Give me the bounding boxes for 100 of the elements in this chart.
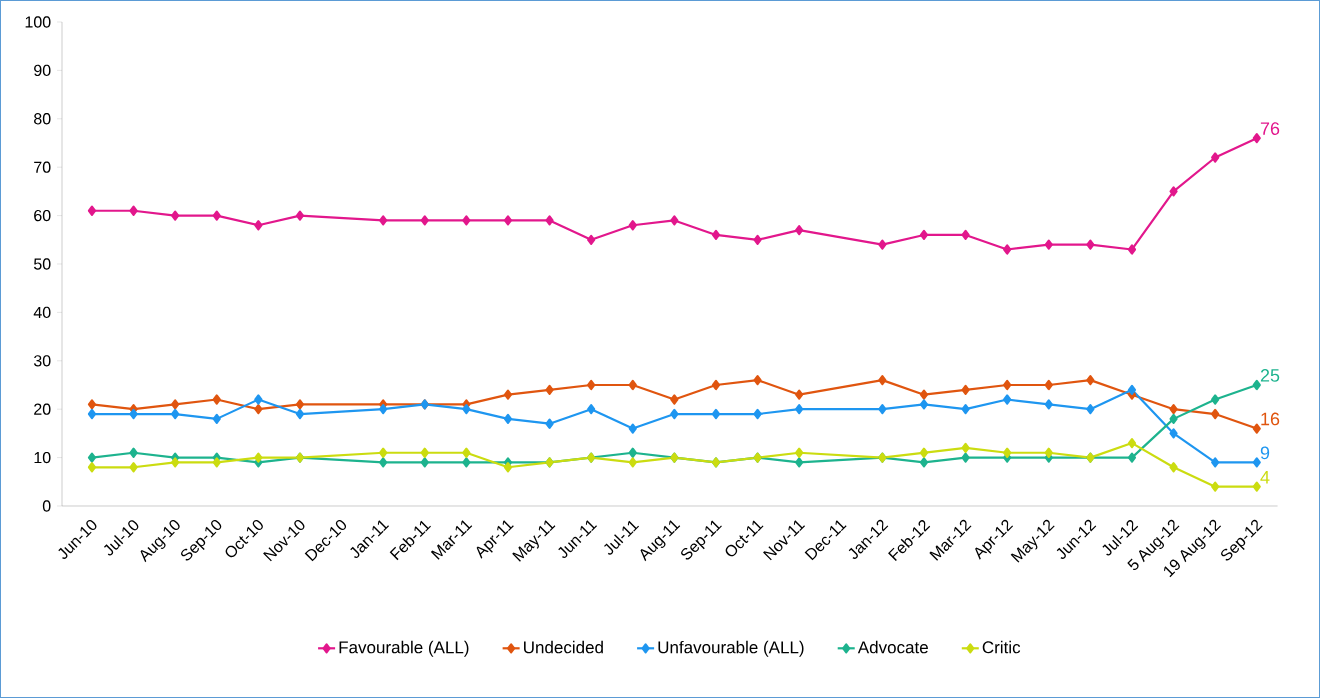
point [129, 205, 138, 216]
point [795, 404, 804, 415]
y-tick-label: 70 [34, 161, 51, 173]
point [212, 413, 221, 424]
point [87, 462, 97, 473]
point [1127, 452, 1137, 463]
point [1252, 379, 1261, 391]
legend-label: Unfavourable (ALL) [658, 640, 804, 657]
point [919, 457, 929, 468]
point [1252, 133, 1261, 144]
legend-label: Undecided [524, 640, 603, 654]
point [1086, 404, 1095, 415]
point [961, 442, 970, 454]
point [171, 399, 180, 410]
y-tick-label: 50 [33, 258, 51, 270]
point [1211, 152, 1220, 163]
point [1252, 423, 1261, 434]
y-tick-label: 60 [34, 209, 51, 222]
point [87, 408, 97, 420]
point [379, 215, 388, 226]
point [379, 447, 388, 458]
point [795, 447, 804, 458]
point [711, 408, 721, 420]
y-tick-label: 100 [25, 16, 51, 28]
point [545, 384, 554, 395]
point [753, 234, 762, 245]
point [878, 404, 887, 415]
point [1252, 481, 1261, 492]
point [1252, 457, 1261, 468]
point [1127, 437, 1137, 449]
point [212, 210, 221, 221]
point [795, 225, 804, 236]
point [171, 408, 180, 420]
point [420, 457, 429, 468]
point [379, 404, 388, 415]
point [670, 394, 679, 405]
point [295, 399, 305, 410]
point [919, 389, 929, 400]
point [753, 408, 762, 420]
point [1211, 408, 1220, 420]
legend-label: Favourable (ALL) [339, 640, 469, 657]
point [919, 399, 929, 410]
point [503, 389, 513, 400]
y-tick-label: 0 [42, 500, 51, 512]
point [545, 215, 554, 226]
point [1169, 462, 1178, 473]
y-tick-label: 40 [33, 306, 51, 319]
data-label: 16 [1261, 412, 1280, 426]
point [919, 229, 929, 241]
point [711, 229, 721, 241]
point [628, 423, 637, 434]
point [795, 389, 804, 400]
y-tick-label: 30 [33, 355, 51, 367]
point [1044, 399, 1053, 410]
point [628, 457, 637, 468]
point [1003, 379, 1012, 391]
point [587, 379, 596, 391]
point [1086, 375, 1095, 386]
point [254, 394, 263, 405]
point [1127, 244, 1137, 255]
point [878, 375, 887, 386]
point [1044, 379, 1053, 391]
point [171, 210, 180, 221]
point [1003, 447, 1012, 458]
y-tick-label: 20 [34, 403, 51, 415]
point [1169, 404, 1178, 415]
point [878, 239, 887, 250]
point [295, 408, 305, 420]
point [254, 220, 263, 231]
point [420, 447, 429, 458]
legend-label: Critic [982, 640, 1021, 654]
legend-label: Advocate [857, 640, 928, 654]
point [1086, 239, 1095, 250]
point [87, 205, 97, 216]
point [628, 447, 637, 458]
point [628, 220, 637, 231]
point [1211, 394, 1220, 405]
point [420, 215, 429, 226]
point [1003, 244, 1012, 255]
data-label: 25 [1260, 369, 1280, 382]
point [1169, 413, 1178, 424]
point [1044, 447, 1053, 458]
point [171, 457, 180, 468]
point [1169, 428, 1178, 439]
point [462, 457, 471, 468]
point [961, 452, 970, 463]
point [919, 447, 929, 458]
point [129, 462, 138, 473]
point [212, 457, 221, 468]
y-tick-label: 90 [34, 64, 51, 77]
point [795, 457, 804, 468]
y-tick-label: 10 [34, 451, 51, 464]
point [254, 404, 263, 415]
point [711, 379, 721, 391]
point [1003, 394, 1012, 405]
point [129, 408, 138, 420]
point [587, 404, 596, 415]
point [379, 457, 388, 468]
point [961, 404, 970, 415]
point [628, 379, 637, 391]
